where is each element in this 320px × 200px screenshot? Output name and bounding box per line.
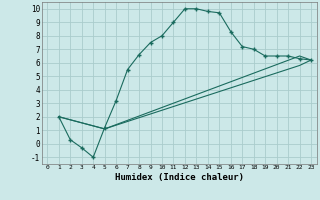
X-axis label: Humidex (Indice chaleur): Humidex (Indice chaleur) — [115, 173, 244, 182]
